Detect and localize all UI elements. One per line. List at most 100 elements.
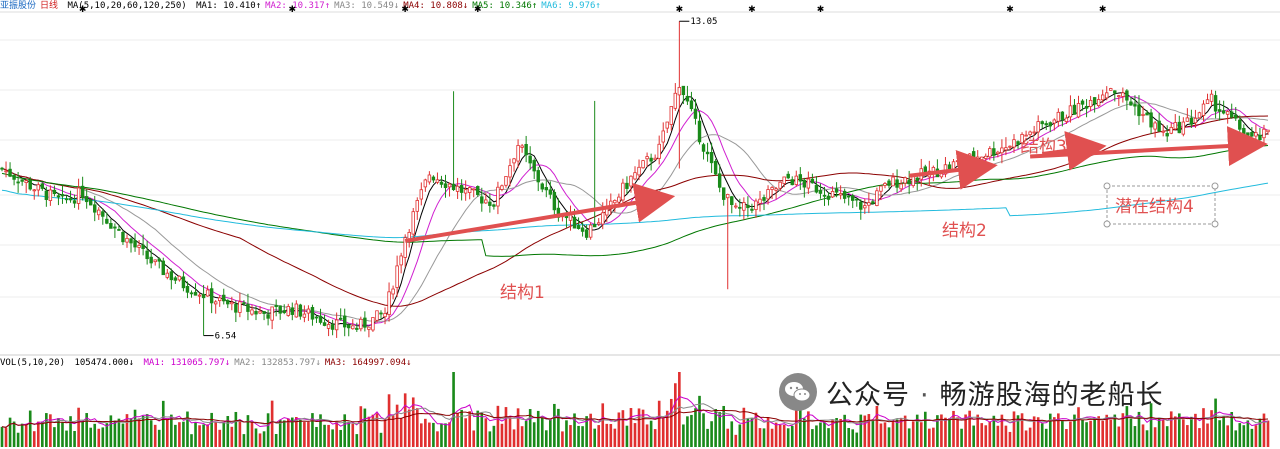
grid: [0, 11, 1280, 356]
volume-bar: [710, 421, 713, 447]
candle: [157, 257, 161, 269]
structure-label-4: 潜在结构4: [1115, 197, 1194, 217]
candle: [782, 176, 786, 188]
volume-bar: [178, 422, 181, 447]
candle: [818, 183, 823, 199]
candle: [1100, 89, 1105, 104]
volume-bar: [335, 421, 338, 447]
volume-bar: [730, 421, 734, 447]
candle: [1137, 95, 1141, 125]
volume-bar: [657, 400, 661, 447]
vol-value: 105474.000↓: [74, 358, 134, 368]
candle: [455, 177, 460, 199]
candle: [496, 181, 500, 215]
candle: [1189, 109, 1194, 128]
candle: [262, 311, 266, 321]
volume-bar: [1202, 408, 1205, 447]
volume-bar: [1173, 416, 1177, 447]
volume-bar: [315, 426, 318, 447]
candle: [270, 306, 274, 330]
volume-bar: [274, 434, 278, 447]
candle: [282, 304, 286, 315]
candle: [592, 100, 597, 228]
candle: [1157, 112, 1161, 132]
candle: [52, 185, 57, 197]
volume-bar: [786, 428, 790, 447]
candle: [1129, 97, 1133, 106]
volume-bar: [1077, 407, 1080, 447]
volume-bar: [520, 426, 524, 447]
candle: [302, 305, 307, 323]
candle: [1080, 99, 1085, 111]
candle: [588, 222, 593, 240]
volume-bar: [452, 372, 455, 447]
volume-bar: [137, 418, 141, 447]
volume-bar: [944, 417, 947, 447]
candle: [451, 91, 456, 191]
volume-bar: [234, 411, 238, 447]
volume-bar: [891, 421, 895, 447]
candle: [891, 172, 895, 187]
candle: [44, 186, 49, 207]
volume-bar: [1165, 426, 1169, 447]
volume-bar: [1109, 419, 1113, 447]
event-marker: ✱: [1006, 5, 1014, 15]
candle: [726, 193, 730, 290]
volume-bar: [1218, 420, 1221, 447]
candle: [625, 176, 629, 195]
volume-bar: [141, 415, 145, 447]
candle: [669, 106, 673, 131]
volume-bar: [436, 431, 439, 447]
volume-bar: [105, 423, 109, 447]
box-handle: [1103, 182, 1111, 190]
volume-bar: [819, 422, 822, 447]
volume-bar: [964, 414, 967, 447]
volume-bar: [355, 434, 359, 447]
candle: [548, 181, 553, 199]
volume-bar: [674, 383, 677, 447]
candle: [633, 166, 637, 181]
volume-bar: [484, 418, 488, 447]
volume-bar: [790, 425, 794, 447]
watermark-separator: ·: [920, 379, 930, 411]
annotations: 6.54 13.05 结构1 结构2 结构3 潜在结构4: [203, 17, 1268, 342]
candle: [274, 299, 278, 317]
volume-bar: [1073, 414, 1076, 447]
volume-bar: [97, 428, 101, 447]
volume-bar: [827, 428, 830, 447]
volume-bar: [549, 419, 552, 447]
candle: [375, 310, 379, 323]
volume-bar: [536, 410, 540, 447]
candle: [717, 164, 722, 193]
candle: [605, 198, 609, 223]
candle: [951, 158, 956, 170]
candle: [161, 257, 165, 276]
candle: [367, 326, 371, 338]
candle: [8, 162, 12, 178]
candle: [1217, 100, 1222, 121]
volume-bar: [1081, 419, 1084, 447]
candle: [665, 121, 669, 133]
volume-bar: [859, 414, 863, 447]
volume-bar: [20, 423, 24, 447]
candle: [540, 182, 544, 193]
volume-bar: [161, 400, 165, 447]
stock-name: 亚振股份: [0, 1, 37, 11]
volume-bar: [448, 422, 451, 447]
volume-bar: [101, 427, 105, 447]
volume-bar: [915, 414, 919, 447]
candle: [750, 203, 754, 214]
candle: [770, 186, 774, 200]
volume-bar: [323, 424, 326, 447]
box-handle: [1103, 220, 1111, 228]
volume-bar: [476, 410, 480, 447]
candle: [488, 193, 492, 213]
vol-value-arrow: ↓: [128, 358, 135, 368]
candle: [359, 316, 363, 332]
candle: [846, 195, 851, 206]
candle: [383, 307, 387, 325]
candle: [213, 300, 218, 314]
volume-bar: [1125, 406, 1129, 447]
candle: [859, 199, 863, 220]
volume-bar: [573, 413, 576, 447]
